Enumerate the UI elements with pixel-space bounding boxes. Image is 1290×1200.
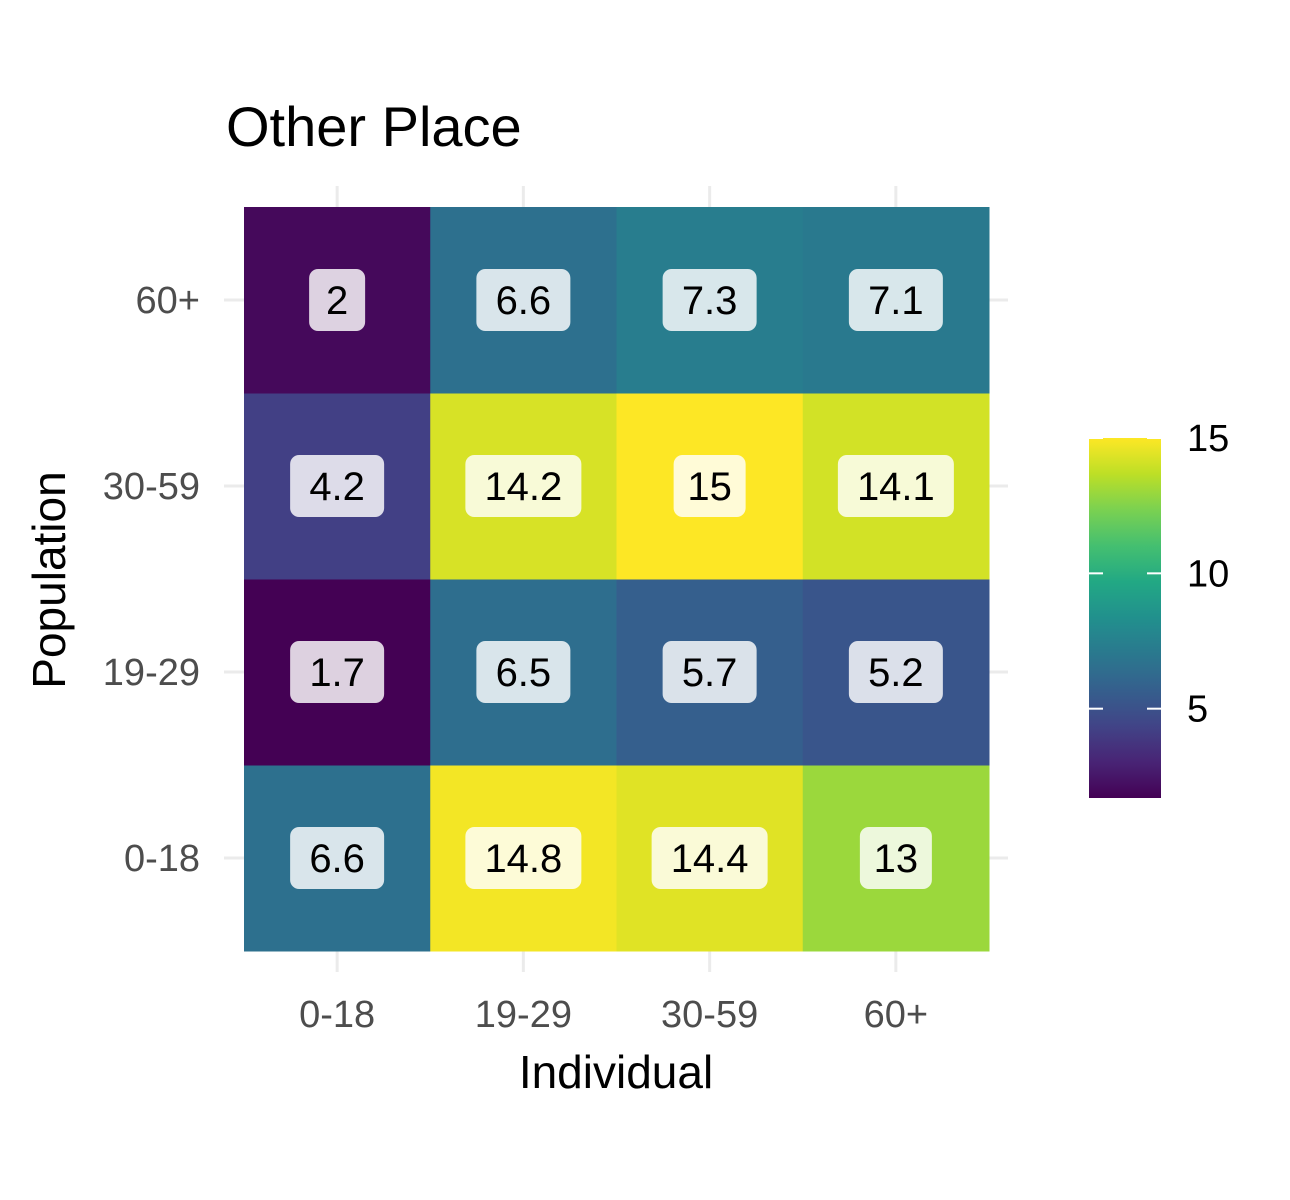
cell-label-box [476, 269, 571, 331]
y-tick-label: 30-59 [103, 466, 200, 508]
cell-value-label: 4.2 [309, 465, 365, 509]
cell-label-box [290, 827, 385, 889]
y-tick-label: 0-18 [124, 838, 200, 880]
cell-label-box [465, 455, 582, 517]
cell-label-box [662, 269, 757, 331]
cell-label-box [673, 455, 746, 517]
cell-label-box [859, 827, 932, 889]
cell-label-box [662, 641, 757, 703]
y-axis-ticks: 0-18 19-29 30-59 60+ [103, 280, 200, 880]
cell-label-box [465, 827, 582, 889]
cell-value-label: 5.7 [682, 651, 738, 695]
cell-label-box [848, 269, 943, 331]
legend-tick-label: 15 [1187, 418, 1229, 460]
y-axis-title: Population [23, 471, 75, 688]
cell-value-label: 5.2 [868, 651, 924, 695]
x-axis-title: Individual [519, 1046, 713, 1098]
x-tick-label: 60+ [864, 994, 928, 1036]
cell-label-box [837, 455, 954, 517]
cell-value-label: 7.1 [868, 279, 924, 323]
cell-value-label: 6.6 [496, 279, 552, 323]
cell-label-box [848, 641, 943, 703]
cell-value-label: 14.8 [484, 837, 562, 881]
color-legend: 5 10 15 [1089, 418, 1229, 798]
cell-value-label: 14.2 [484, 465, 562, 509]
chart-title: Other Place [226, 95, 522, 158]
cell-value-label: 6.6 [309, 837, 365, 881]
cell-value-label: 7.3 [682, 279, 738, 323]
cell-value-label: 2 [326, 279, 348, 323]
cell-value-label: 6.5 [496, 651, 552, 695]
y-tick-label: 60+ [136, 280, 200, 322]
cell-value-label: 15 [687, 465, 732, 509]
cell-label-box [651, 827, 768, 889]
legend-tick-label: 5 [1187, 689, 1208, 731]
x-tick-label: 0-18 [299, 994, 375, 1036]
legend-colorbar [1089, 438, 1161, 798]
cell-value-label: 13 [874, 837, 919, 881]
cell-label-box [476, 641, 571, 703]
cell-value-label: 14.4 [671, 837, 749, 881]
cell-value-label: 1.7 [309, 651, 365, 695]
cell-label-box [290, 641, 385, 703]
cell-label-box [290, 455, 385, 517]
x-tick-label: 19-29 [475, 994, 572, 1036]
cell-label-box [309, 269, 366, 331]
y-tick-label: 19-29 [103, 652, 200, 694]
x-tick-label: 30-59 [661, 994, 758, 1036]
legend-ticks: 5 10 15 [1089, 418, 1229, 731]
cell-labels: 6.6 14.8 14.4 13 1.7 6.5 5.7 5.2 4.2 14.2 15 14.1 2 6… [290, 269, 954, 889]
cell-value-label: 14.1 [857, 465, 935, 509]
legend-tick-label: 10 [1187, 553, 1229, 595]
x-axis-ticks: 0-18 19-29 30-59 60+ [299, 994, 928, 1036]
